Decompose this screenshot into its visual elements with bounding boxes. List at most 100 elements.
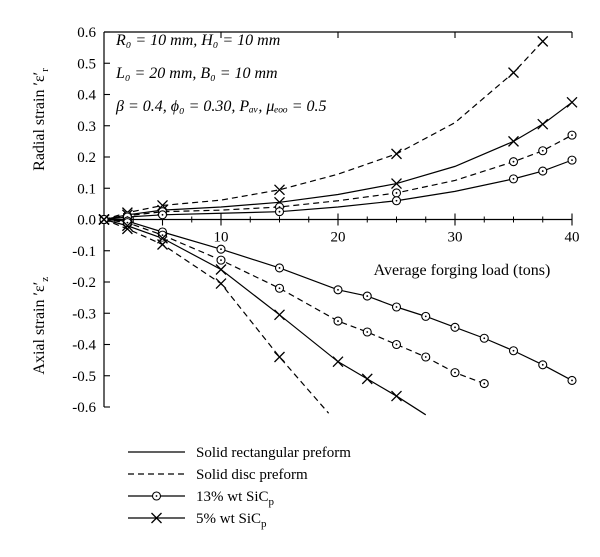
cross-marker xyxy=(157,239,168,250)
y-axis-label-lower: Axial strain ′ε′z xyxy=(31,277,51,375)
cross-marker xyxy=(361,373,373,385)
circle-marker-dot xyxy=(483,337,486,340)
y-tick-label: 0.0 xyxy=(77,213,96,229)
circle-marker-dot xyxy=(161,234,164,237)
cross-marker xyxy=(508,67,519,79)
circle-marker-dot xyxy=(512,177,515,180)
series-line-4 xyxy=(103,218,573,381)
y-tick-label: 0.2 xyxy=(77,150,96,166)
circle-marker-dot xyxy=(454,371,456,374)
cross-marker xyxy=(121,220,133,232)
circle-marker-dot xyxy=(512,160,515,163)
circle-marker-dot xyxy=(571,159,573,162)
cross-marker xyxy=(215,264,227,275)
y-tick-label: -0.5 xyxy=(72,369,96,385)
y-tick-label: 0.3 xyxy=(77,119,96,135)
ticks-layer: 0.6 0.5 0.4 0.3 0.2 0.1 0.0 -0.1 -0.2 -0.3 -0.4 -0.… xyxy=(72,25,579,416)
circle-marker-dot xyxy=(337,288,339,291)
legend-label-sub: p xyxy=(261,518,267,530)
cross-marker xyxy=(332,356,344,368)
series-line-3 xyxy=(103,159,573,221)
legend-label-2: 13% wt SiCp xyxy=(196,489,275,508)
circle-marker-dot xyxy=(278,287,281,290)
series-line-6 xyxy=(103,218,427,416)
circle-marker-dot xyxy=(337,320,339,322)
cross-marker xyxy=(151,512,162,524)
y-tick-label: -0.4 xyxy=(72,338,96,354)
circle-marker-dot xyxy=(366,295,369,297)
y-tick-label: 0.1 xyxy=(77,181,96,197)
circle-marker-dot xyxy=(541,170,544,172)
series-line-1 xyxy=(103,101,573,221)
x-axis-label: Average forging load (tons) xyxy=(374,262,551,279)
circle-marker-dot xyxy=(155,495,158,497)
y-tick-label: -0.1 xyxy=(72,244,96,260)
circle-marker-dot xyxy=(454,326,456,329)
x-tick-label: 10 xyxy=(214,230,229,246)
y-tick-label: 0.4 xyxy=(77,88,96,104)
cross-marker xyxy=(274,351,285,363)
annotation-parameters: β = 0.4, ϕ₀ = 0.30, Pₐᵥ, μₑₒₒ = 0.5 xyxy=(115,98,327,115)
y-axis-label-upper-text: Radial strain ′ε′ xyxy=(31,72,48,171)
cross-marker xyxy=(215,278,227,290)
circle-marker-dot xyxy=(278,267,281,269)
series-line-5 xyxy=(103,218,485,385)
legend-label-text: 13% wt SiC xyxy=(196,489,269,505)
circle-marker-dot xyxy=(366,331,369,333)
circle-marker-dot xyxy=(220,248,222,251)
circle-marker-dot xyxy=(541,363,544,366)
circle-marker-dot xyxy=(395,192,398,194)
x-tick-label: 30 xyxy=(448,230,463,246)
circle-marker-dot xyxy=(541,149,544,152)
y-tick-label: 0.6 xyxy=(77,25,96,41)
circle-marker-dot xyxy=(424,356,427,358)
circle-marker-dot xyxy=(220,259,222,262)
legend-label-text: Solid rectangular preform xyxy=(196,445,351,461)
legend-label-sub: p xyxy=(269,496,275,508)
cross-marker xyxy=(274,309,285,321)
circle-marker-dot xyxy=(571,379,573,382)
legend-label-0: Solid rectangular preform xyxy=(196,445,351,461)
cross-marker xyxy=(537,35,549,47)
cross-marker xyxy=(274,184,285,196)
circle-marker-dot xyxy=(161,213,164,216)
circle-marker-dot xyxy=(512,349,515,352)
cross-marker xyxy=(98,214,110,225)
y-axis-label-lower-text: Axial strain ′ε′ xyxy=(31,282,48,375)
circle-marker-dot xyxy=(571,134,573,137)
circle-marker-dot xyxy=(278,210,281,213)
series-line-2 xyxy=(103,134,573,221)
legend: Solid rectangular preform Solid disc pref… xyxy=(128,445,351,530)
cross-marker xyxy=(121,223,133,235)
cross-marker xyxy=(508,135,519,147)
legend-label-3: 5% wt SiCp xyxy=(196,511,267,530)
y-tick-label: -0.2 xyxy=(72,275,96,291)
circle-marker-dot xyxy=(395,343,398,346)
x-tick-label: 40 xyxy=(565,230,580,246)
cross-marker xyxy=(391,390,402,402)
markers-layer xyxy=(98,35,578,402)
circle-marker-dot xyxy=(483,382,486,385)
legend-label-text: 5% wt SiC xyxy=(196,511,261,527)
y-tick-label: -0.6 xyxy=(72,400,96,416)
cross-marker xyxy=(391,178,402,190)
annotation-dimensions-l-b: L₀ = 20 mm, B₀ = 10 mm xyxy=(115,65,278,82)
circle-marker-dot xyxy=(126,221,129,224)
series-line-7 xyxy=(103,218,330,414)
y-tick-label: -0.3 xyxy=(72,306,96,322)
y-axis-label-lower-sub: z xyxy=(39,277,51,282)
y-axis-label-upper-sub: r xyxy=(39,68,51,72)
cross-marker xyxy=(566,96,578,108)
cross-marker xyxy=(537,118,549,130)
circle-marker-dot xyxy=(395,199,398,202)
legend-label-text: Solid disc preform xyxy=(196,467,308,483)
y-tick-label: 0.5 xyxy=(77,56,96,72)
x-tick-label: 20 xyxy=(331,230,346,246)
cross-marker xyxy=(391,148,402,160)
series-layer xyxy=(103,40,573,416)
circle-marker-dot xyxy=(395,306,398,308)
annotation-dimensions-r-h: R₀ = 10 mm, H₀ = 10 mm xyxy=(115,32,280,49)
legend-label-1: Solid disc preform xyxy=(196,467,308,483)
circle-marker-dot xyxy=(424,315,427,318)
